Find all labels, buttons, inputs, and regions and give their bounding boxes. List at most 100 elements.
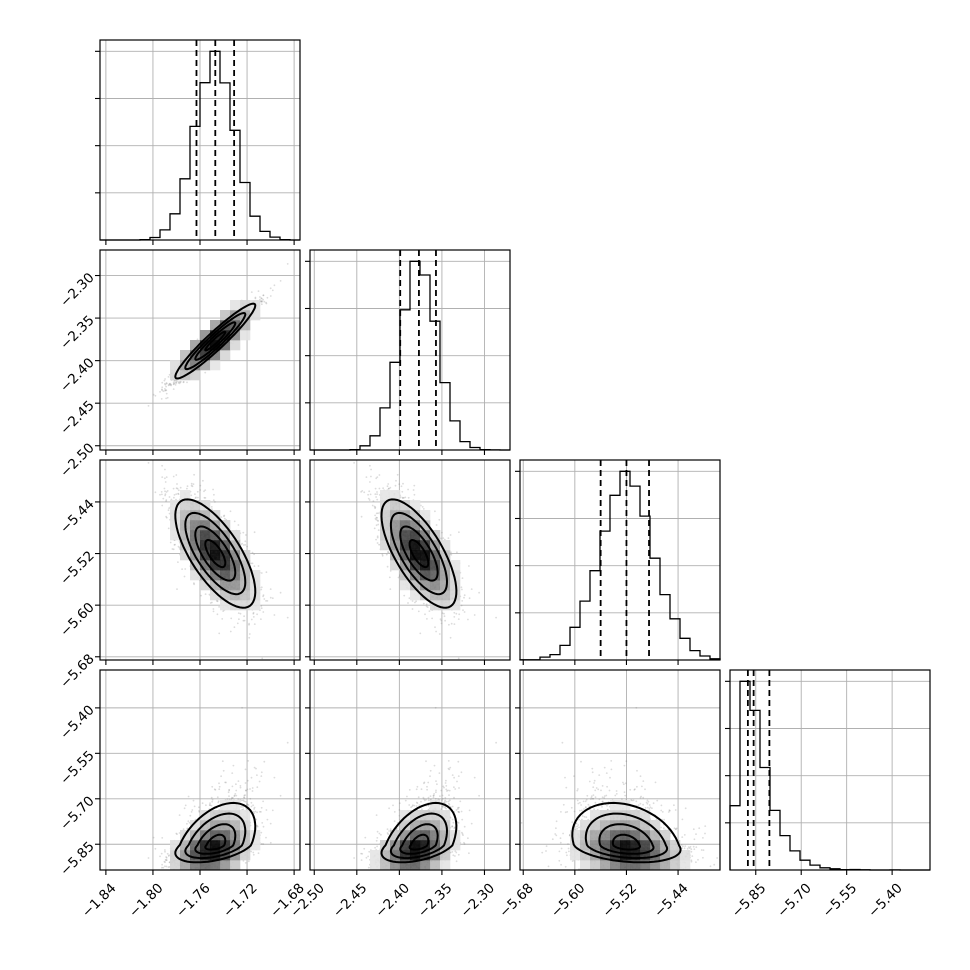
density-cell [190, 520, 201, 531]
density-cell [180, 490, 191, 501]
sample-point [163, 379, 166, 382]
sample-point [153, 457, 155, 459]
sample-point [186, 381, 188, 384]
sample-point [170, 384, 173, 387]
density-cell [220, 570, 231, 581]
sample-point [167, 376, 170, 378]
contour-level [174, 302, 257, 380]
sample-point [161, 389, 164, 391]
contour-level [204, 330, 227, 352]
sample-point [237, 524, 240, 526]
sample-point [261, 657, 264, 660]
sample-point [199, 489, 202, 491]
density-cell [180, 530, 191, 541]
sample-point [171, 548, 174, 550]
sample-point [265, 571, 268, 574]
sample-point [175, 382, 178, 384]
density-cell [210, 550, 221, 561]
sample-point [165, 385, 168, 388]
sample-point [273, 284, 276, 287]
sample-point [229, 510, 232, 513]
sample-point [230, 617, 233, 620]
sample-point [260, 300, 263, 303]
sample-point [147, 462, 150, 464]
sample-point [169, 541, 172, 544]
sample-point [262, 595, 264, 598]
scatter-panel-2-1 [309, 459, 511, 661]
sample-point [262, 298, 264, 301]
sample-point [173, 494, 176, 496]
sample-point [200, 594, 203, 597]
sample-point [165, 499, 168, 501]
sample-point [167, 509, 170, 512]
sample-point [212, 610, 215, 613]
density-cell [210, 360, 221, 371]
sample-point [165, 500, 168, 502]
sample-point [161, 386, 164, 389]
sample-point [269, 287, 272, 290]
sample-point [250, 562, 252, 565]
sample-point [222, 610, 225, 612]
density-cell [240, 600, 251, 611]
density-cell [250, 570, 261, 581]
sample-point [193, 583, 196, 586]
sample-point [223, 515, 225, 518]
sample-point [167, 527, 170, 530]
sample-point [193, 473, 196, 476]
sample-point [244, 540, 247, 543]
sample-point [174, 380, 176, 382]
sample-point [253, 565, 256, 567]
sample-point [262, 611, 265, 613]
sample-point [250, 618, 253, 621]
sample-point [161, 504, 164, 507]
sample-point [257, 565, 260, 567]
sample-point [196, 338, 199, 341]
panel-content [147, 457, 289, 660]
density-cell [190, 540, 201, 551]
density-cell [230, 530, 241, 541]
sample-point [260, 301, 263, 303]
density-cell [240, 320, 251, 331]
density-cell [250, 310, 261, 321]
sample-point [202, 479, 204, 482]
histogram-panel-1 [305, 249, 511, 451]
sample-point [262, 294, 265, 297]
sample-point [248, 636, 251, 639]
sample-point [164, 477, 166, 480]
sample-point [253, 623, 256, 625]
density-cell [210, 540, 221, 551]
sample-point [164, 490, 166, 493]
sample-point [458, 613, 461, 616]
sample-point [179, 380, 182, 383]
sample-point [286, 616, 289, 619]
density-cell [230, 340, 241, 351]
sample-point [166, 490, 169, 492]
sample-point [271, 597, 274, 600]
sample-point [154, 394, 157, 397]
sample-point [412, 489, 415, 491]
density-cell [210, 320, 221, 331]
contour-level [194, 321, 237, 361]
sample-point [165, 476, 168, 478]
density-cell [180, 540, 191, 551]
sample-point [260, 618, 262, 620]
sample-point [165, 389, 168, 392]
density-cell [230, 540, 241, 551]
sample-point [164, 382, 166, 385]
sample-point [168, 507, 171, 510]
sample-point [174, 543, 176, 546]
sample-point [172, 388, 175, 390]
sample-point [407, 488, 409, 491]
sample-point [160, 398, 163, 400]
sample-point [238, 618, 240, 621]
sample-point [172, 383, 175, 385]
sample-point [160, 491, 163, 493]
sample-point [164, 388, 166, 390]
sample-point [182, 381, 185, 384]
sample-point [216, 613, 219, 616]
density-cell [240, 330, 251, 341]
panel-content [147, 263, 289, 407]
density-cell [230, 550, 241, 561]
sample-point [195, 496, 197, 499]
sample-point [260, 586, 263, 589]
